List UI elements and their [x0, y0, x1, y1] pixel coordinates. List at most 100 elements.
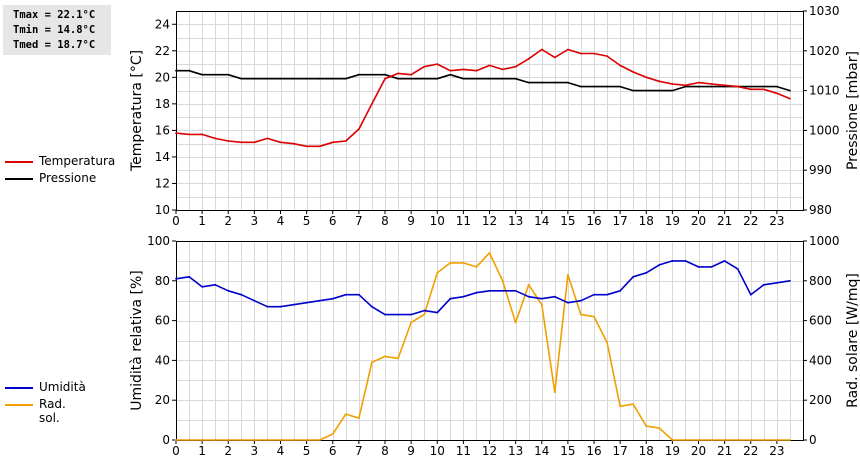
data-point [318, 145, 321, 148]
x-tick-label: 3 [251, 444, 259, 458]
x-tick-label: 1 [198, 214, 206, 228]
data-point [227, 439, 230, 441]
data-point [305, 145, 308, 148]
data-point [318, 299, 321, 302]
y-left-tick-label: 20 [155, 70, 170, 84]
data-point [540, 48, 543, 51]
x-tick-label: 10 [430, 214, 445, 228]
data-point [789, 279, 791, 282]
data-point [201, 73, 204, 76]
x-tick-label: 13 [508, 444, 523, 458]
data-point [384, 355, 386, 358]
x-tick-label: 8 [381, 214, 389, 228]
data-point [371, 305, 373, 308]
data-point [527, 57, 530, 60]
data-point [580, 299, 582, 302]
legend-label: Temperatura [39, 154, 116, 168]
data-point [658, 427, 661, 429]
data-point [501, 68, 504, 71]
data-point [358, 417, 360, 419]
x-tick-label: 5 [303, 444, 311, 458]
data-point [201, 285, 204, 288]
data-point [279, 141, 282, 144]
y-right-axis-label: Rad. solare [W/mq] [845, 273, 860, 408]
data-point [266, 137, 269, 140]
stat-tmax: Tmax = 22.1°C [13, 9, 96, 21]
y-left-tick-label: 24 [155, 17, 170, 31]
data-point [397, 357, 399, 360]
data-point [736, 439, 739, 441]
data-point [292, 303, 295, 306]
data-point [697, 439, 700, 441]
data-point [736, 268, 739, 270]
y-left-tick-label: 0 [162, 433, 170, 447]
x-tick-label: 11 [456, 444, 471, 458]
x-tick-label: 18 [639, 214, 654, 228]
data-point [423, 77, 426, 80]
data-point [253, 141, 256, 144]
data-point [358, 128, 360, 131]
data-point [789, 97, 791, 100]
y-right-tick-label: 1000 [809, 234, 840, 248]
x-tick-label: 19 [665, 214, 680, 228]
data-point [462, 262, 465, 264]
legend-label: Pressione [39, 171, 97, 185]
data-point [593, 52, 595, 55]
data-point [253, 439, 256, 441]
data-point [540, 81, 543, 84]
x-tick-label: 7 [355, 214, 363, 228]
data-point [436, 311, 439, 314]
data-point [423, 65, 426, 68]
x-tick-label: 2 [224, 444, 232, 458]
data-point [279, 439, 282, 441]
data-point [671, 439, 674, 441]
y-right-tick-label: 1010 [809, 84, 840, 98]
data-point [789, 89, 791, 92]
data-point [514, 289, 517, 292]
data-point [292, 77, 295, 80]
data-point [175, 69, 177, 72]
data-point [776, 92, 778, 95]
data-point [710, 85, 713, 88]
x-tick-label: 23 [769, 444, 784, 458]
data-point [567, 48, 569, 51]
x-tick-label: 19 [665, 444, 680, 458]
data-point [658, 264, 661, 266]
data-point [580, 313, 582, 316]
y-left-tick-label: 20 [155, 393, 170, 407]
data-point [449, 297, 452, 300]
data-point [462, 77, 465, 80]
data-point [449, 262, 452, 264]
data-point [358, 73, 360, 76]
data-point [553, 295, 556, 298]
data-point [188, 275, 191, 278]
data-point [567, 273, 569, 276]
y-right-tick-label: 1030 [809, 4, 840, 18]
data-point [697, 85, 700, 88]
y-left-axis-label: Temperatura [°C] [129, 50, 145, 172]
data-point [397, 77, 399, 80]
data-point [475, 266, 478, 268]
legend-label: Rad. sol. [39, 397, 66, 425]
x-tick-label: 20 [691, 444, 706, 458]
data-point [344, 413, 347, 415]
data-point [776, 281, 778, 284]
data-point [553, 56, 556, 59]
series-line [176, 252, 790, 441]
x-tick-label: 9 [407, 214, 415, 228]
data-point [214, 73, 217, 76]
data-point [266, 305, 269, 308]
data-point [214, 137, 217, 140]
data-point [645, 89, 648, 92]
x-tick-label: 3 [251, 214, 259, 228]
legend-label: Umidità [39, 380, 86, 394]
data-point [501, 77, 504, 80]
x-tick-label: 8 [381, 444, 389, 458]
y-right-tick-label: 400 [809, 353, 832, 367]
y-left-axis-label: Umidità relativa [%] [129, 270, 145, 411]
data-point [384, 73, 386, 76]
data-point [593, 85, 595, 88]
x-tick-label: 1 [198, 444, 206, 458]
data-point [684, 260, 687, 262]
